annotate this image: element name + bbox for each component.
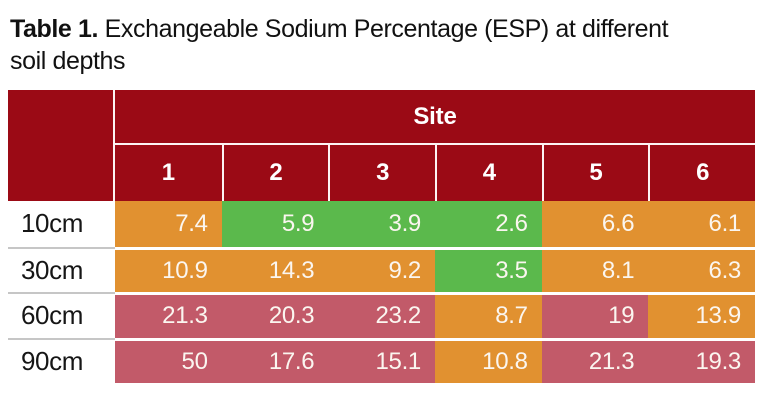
row-label-10cm: 10cm bbox=[8, 201, 115, 247]
col-header-site-3: 3 bbox=[328, 145, 435, 201]
table-cell: 8.7 bbox=[434, 292, 542, 338]
table-cell: 50 bbox=[115, 337, 222, 383]
col-header-site-6: 6 bbox=[648, 145, 755, 201]
col-header-site-2: 2 bbox=[221, 145, 329, 201]
row-label-60cm: 60cm bbox=[8, 292, 115, 338]
table-cell: 10.8 bbox=[434, 337, 542, 383]
table-cell: 20.3 bbox=[221, 292, 329, 338]
table-cell: 6.6 bbox=[541, 201, 649, 247]
table-cell: 21.3 bbox=[115, 292, 222, 338]
table-cell: 15.1 bbox=[328, 337, 435, 383]
row-label-90cm: 90cm bbox=[8, 337, 115, 383]
table-cell: 6.3 bbox=[648, 246, 755, 292]
table-cell: 19.3 bbox=[648, 337, 755, 383]
col-header-site-5: 5 bbox=[541, 145, 649, 201]
table-cell: 6.1 bbox=[648, 201, 755, 247]
table-cell: 5.9 bbox=[221, 201, 329, 247]
table-cell: 17.6 bbox=[221, 337, 329, 383]
table-cell: 21.3 bbox=[541, 337, 649, 383]
col-header-site-1: 1 bbox=[115, 145, 222, 201]
table-title-line1: Exchangeable Sodium Percentage (ESP) at … bbox=[98, 15, 669, 43]
table-cell: 14.3 bbox=[221, 246, 329, 292]
table-cell: 7.4 bbox=[115, 201, 222, 247]
table-cell: 13.9 bbox=[648, 292, 755, 338]
table-cell: 9.2 bbox=[328, 246, 435, 292]
col-header-site-4: 4 bbox=[434, 145, 542, 201]
row-label-30cm: 30cm bbox=[8, 246, 115, 292]
table-cell: 8.1 bbox=[541, 246, 649, 292]
table-title: Table 1. Exchangeable Sodium Percentage … bbox=[10, 13, 740, 77]
table-title-line2: soil depths bbox=[10, 47, 126, 75]
table-cell: 3.9 bbox=[328, 201, 435, 247]
table-cell: 19 bbox=[541, 292, 649, 338]
table-title-prefix: Table 1. bbox=[10, 15, 99, 43]
table-cell: 2.6 bbox=[434, 201, 542, 247]
table-cell: 23.2 bbox=[328, 292, 435, 338]
corner-cell bbox=[8, 90, 115, 201]
table-cell: 3.5 bbox=[434, 246, 542, 292]
site-group-header: Site bbox=[115, 90, 755, 145]
esp-table: Site 1 2 3 4 5 6 10cm 7.4 5.9 3.9 2.6 6.… bbox=[8, 90, 755, 383]
table-cell: 10.9 bbox=[115, 246, 222, 292]
